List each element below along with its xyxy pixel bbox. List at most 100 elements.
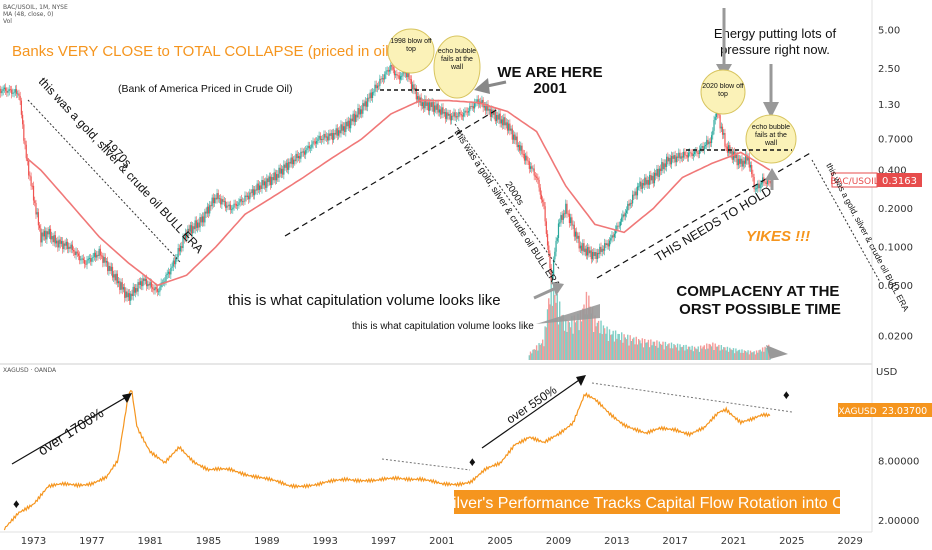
candle-body: [136, 288, 138, 292]
candle-body: [661, 162, 663, 172]
volume-bar: [661, 344, 663, 360]
volume-bar: [601, 334, 603, 360]
candle-body: [58, 239, 60, 248]
candle-body: [412, 84, 414, 90]
candle-body: [19, 96, 21, 101]
candle-body: [658, 168, 660, 177]
volume-bar: [731, 350, 733, 360]
volume-bar: [543, 346, 545, 360]
candle-body: [252, 189, 255, 196]
candle-body: [77, 253, 80, 256]
candle-body: [494, 111, 496, 122]
candle-body: [426, 102, 428, 106]
candle-body: [272, 177, 274, 181]
candle-body: [633, 194, 635, 196]
candle-body: [497, 115, 499, 120]
candle-body: [588, 247, 590, 254]
candle-body: [279, 167, 281, 174]
candle-body: [205, 211, 207, 214]
candle-body: [183, 236, 185, 239]
candle-body: [365, 101, 368, 107]
candle-body: [754, 188, 756, 190]
candle-body: [30, 176, 32, 186]
candle-body: [504, 117, 506, 126]
candle-body: [342, 126, 345, 131]
volume-bar: [583, 304, 585, 360]
candle-body: [381, 78, 383, 80]
candle-body: [184, 232, 187, 239]
candle-body: [211, 197, 213, 207]
candle-body: [110, 266, 112, 271]
volume-bar: [546, 309, 549, 360]
candle-body: [131, 293, 133, 297]
candle-body: [34, 200, 36, 203]
candle-body: [53, 235, 55, 243]
candle-body: [448, 113, 450, 116]
volume-bar: [674, 345, 676, 360]
candle-body: [686, 155, 688, 158]
candle-body: [516, 136, 518, 148]
candle-body: [150, 282, 153, 288]
candle-body: [450, 115, 453, 121]
candle-body: [544, 206, 546, 222]
candle-body: [652, 175, 654, 184]
volume-bar: [634, 344, 636, 360]
candle-body: [674, 155, 676, 163]
volume-bar: [725, 350, 727, 360]
candle-body: [385, 71, 387, 75]
volume-bar: [687, 346, 690, 360]
candle-body: [508, 123, 510, 131]
candle-body: [337, 130, 340, 136]
price-tick-label: 0.0500: [878, 281, 913, 292]
candle-body: [130, 293, 132, 301]
candle-body: [509, 123, 511, 131]
candle-body: [659, 168, 662, 172]
we-are-here-year: 2001: [533, 80, 566, 97]
time-tick-label: 2009: [546, 536, 571, 547]
candle-body: [41, 232, 43, 243]
candle-body: [194, 220, 196, 230]
candle-body: [46, 231, 48, 240]
candle-body: [663, 163, 665, 170]
candle-body: [218, 198, 221, 200]
candle-body: [238, 202, 240, 206]
candle-body: [14, 89, 16, 93]
candle-body: [625, 210, 628, 214]
candle-body: [724, 133, 726, 147]
volume-bar: [727, 351, 730, 360]
candle-body: [297, 156, 300, 159]
candle-body: [42, 232, 44, 237]
candle-body: [676, 156, 679, 158]
candle-body: [153, 288, 155, 291]
volume-bar: [664, 341, 667, 360]
candle-body: [397, 75, 399, 77]
candle-body: [170, 267, 172, 275]
chart-title: Banks VERY CLOSE to TOTAL COLLAPSE (pric…: [12, 43, 394, 60]
candle-body: [121, 282, 123, 290]
candle-body: [286, 162, 289, 170]
candle-body: [587, 247, 589, 256]
volume-bar: [678, 350, 680, 360]
candle-body: [629, 202, 631, 206]
candle-body: [282, 168, 284, 175]
candle-body: [232, 207, 234, 210]
candle-body: [437, 103, 439, 113]
candle-body: [515, 136, 517, 141]
candle-body: [345, 121, 347, 132]
volume-bar: [686, 349, 688, 360]
volume-bar: [589, 306, 591, 360]
volume-legend: Vol: [3, 18, 12, 25]
candle-body: [512, 134, 515, 140]
candle-body: [210, 205, 212, 207]
candle-body: [580, 245, 583, 251]
candle-body: [667, 156, 669, 162]
candle-body: [630, 202, 632, 204]
silver-tick-label: 2.00000: [878, 516, 919, 527]
candle-body: [158, 291, 160, 293]
bac-price-badge: BAC/USOIL 0.3163: [830, 172, 922, 188]
candle-body: [528, 161, 530, 169]
candle-body: [740, 158, 742, 164]
candle-body: [498, 113, 500, 120]
volume-bar: [640, 343, 642, 360]
candle-body: [602, 248, 605, 251]
